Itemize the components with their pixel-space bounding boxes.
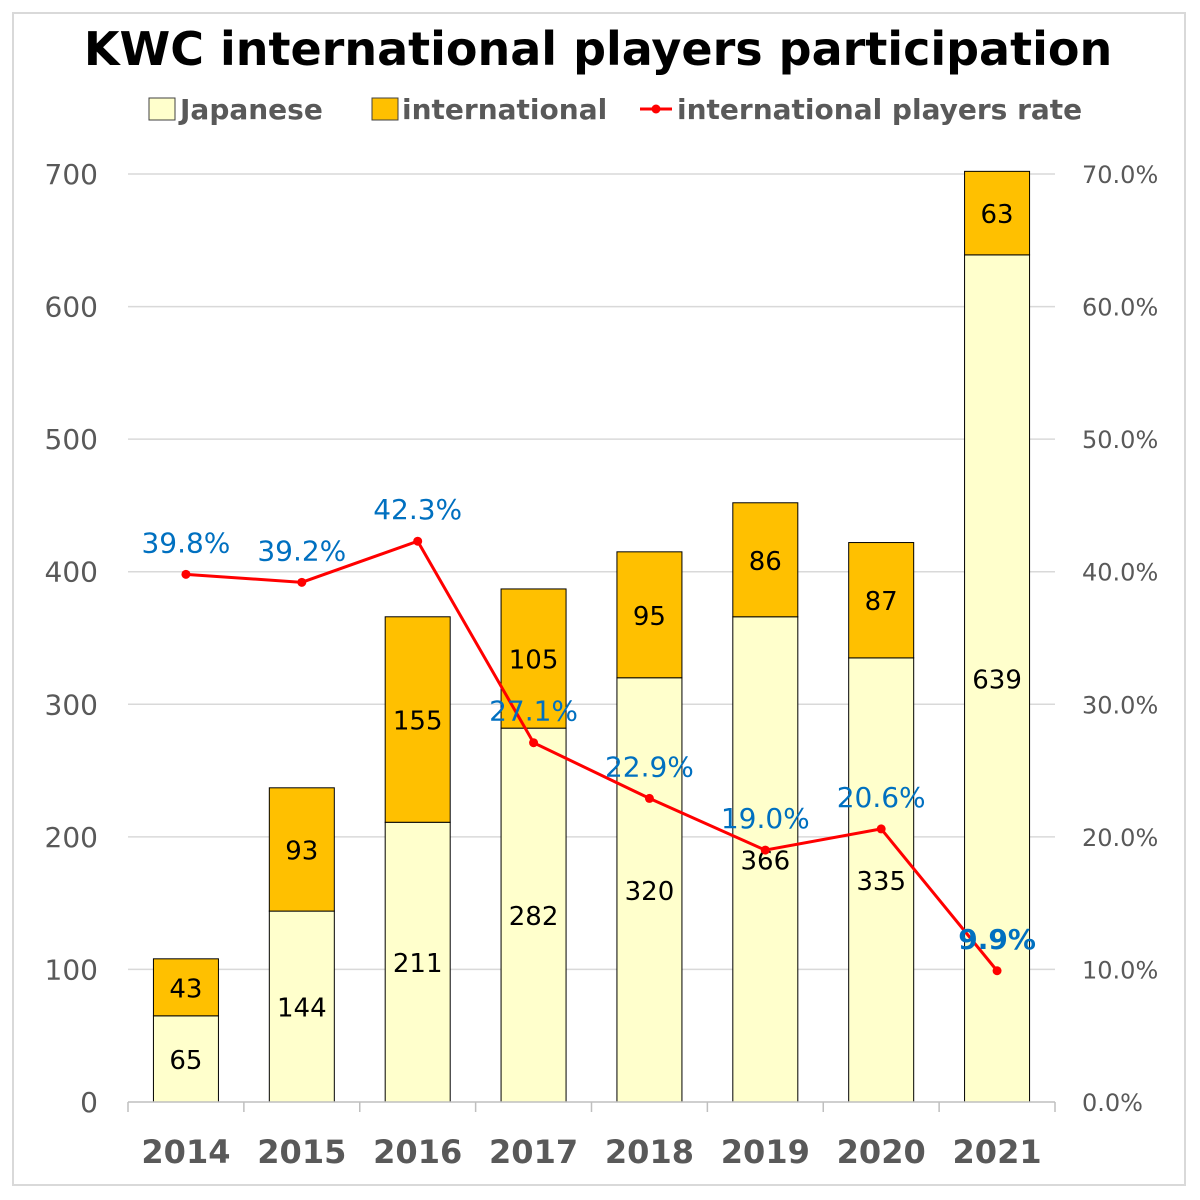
y-tick-label: 700: [45, 158, 98, 191]
bar-value-label: 65: [169, 1046, 202, 1076]
y-tick-label: 300: [45, 688, 98, 721]
y2-tick-label: 0.0%: [1082, 1089, 1143, 1117]
y2-tick-label: 30.0%: [1082, 691, 1158, 719]
x-tick-label: 2015: [257, 1133, 346, 1171]
x-tick-label: 2014: [141, 1133, 230, 1171]
rate-value-label: 42.3%: [373, 493, 462, 526]
x-tick-label: 2017: [489, 1133, 578, 1171]
y-axis-left: 0 100 200 300 400 500 600 700: [45, 158, 98, 1119]
rate-point-2021: [992, 966, 1002, 976]
chart-title: KWC international players participation: [84, 22, 1112, 76]
bar-value-label: 86: [749, 547, 782, 577]
rate-value-label: 20.6%: [837, 781, 926, 814]
bar-international-2020: [848, 542, 915, 659]
bar-value-label: 144: [277, 994, 327, 1024]
bar-international-2016: [384, 616, 451, 823]
bar-value-label: 105: [509, 646, 559, 676]
bar-international-2021: [964, 170, 1031, 256]
rate-point-2018: [644, 793, 654, 803]
bar-international-2019: [732, 502, 799, 618]
bar-japanese-2017: [500, 727, 567, 1103]
bar-value-label: 93: [285, 836, 318, 866]
rate-point-2019: [760, 845, 770, 855]
rate-point-2020: [876, 824, 886, 834]
legend-label-rate: international players rate: [677, 93, 1082, 126]
rate-labels: 39.8% 39.2% 42.3% 27.1% 22.9% 19.0% 20.6% 9.9%: [141, 493, 1035, 956]
x-tick-label: 2018: [605, 1133, 694, 1171]
x-tick-label: 2021: [953, 1133, 1042, 1171]
y-axis-right: 0.0% 10.0% 20.0% 30.0% 40.0% 50.0% 60.0% 70.0%: [1082, 161, 1158, 1117]
y2-tick-label: 50.0%: [1082, 426, 1158, 454]
y2-tick-label: 20.0%: [1082, 824, 1158, 852]
bar-japanese-2018: [616, 677, 683, 1103]
bars: 6543144932111552821053209536686335876396…: [152, 170, 1031, 1103]
x-tick-label: 2016: [373, 1133, 462, 1171]
rate-point-2015: [297, 577, 307, 587]
rate-value-label: 9.9%: [958, 923, 1036, 956]
y-tick-label: 100: [45, 953, 98, 986]
y2-tick-label: 60.0%: [1082, 294, 1158, 322]
bar-international-2014: [152, 958, 219, 1017]
bar-value-label: 335: [856, 867, 906, 897]
legend-marker-rate: [651, 104, 661, 114]
bar-value-label: 282: [509, 902, 559, 932]
bar-value-label: 95: [633, 602, 666, 632]
rate-value-label: 27.1%: [489, 695, 578, 728]
bar-international-2015: [268, 787, 335, 912]
rate-point-2016: [413, 536, 423, 546]
bar-japanese-2019: [732, 616, 799, 1103]
bar-japanese-2015: [268, 910, 335, 1103]
bar-international-2018: [616, 551, 683, 679]
y-tick-label: 0: [80, 1086, 98, 1119]
y2-tick-label: 40.0%: [1082, 559, 1158, 587]
legend-swatch-japanese: [148, 97, 176, 121]
y-tick-label: 200: [45, 821, 98, 854]
rate-value-label: 39.2%: [257, 534, 346, 567]
rate-value-label: 22.9%: [605, 750, 694, 783]
gridlines: [128, 173, 1055, 971]
bar-japanese-2016: [384, 821, 451, 1103]
rate-point-2014: [181, 569, 191, 579]
y2-tick-label: 70.0%: [1082, 161, 1158, 189]
bar-value-label: 155: [393, 707, 443, 737]
legend-label-international: international: [402, 93, 607, 126]
y2-tick-label: 10.0%: [1082, 956, 1158, 984]
rate-point-2017: [529, 738, 539, 748]
x-tick-label: 2020: [837, 1133, 926, 1171]
bar-value-label: 320: [625, 877, 675, 907]
bar-value-label: 211: [393, 949, 443, 979]
bar-japanese-2014: [152, 1015, 219, 1103]
bar-japanese-2021: [964, 254, 1031, 1103]
legend: Japanese international international pla…: [148, 93, 1082, 126]
rate-value-label: 39.8%: [141, 526, 230, 559]
legend-swatch-international: [371, 97, 399, 121]
legend-label-japanese: Japanese: [178, 93, 323, 126]
x-axis: 2014 2015 2016 2017 2018 2019 2020 2021: [127, 1101, 1056, 1171]
bar-value-label: 43: [169, 974, 202, 1004]
bar-value-label: 639: [972, 665, 1022, 695]
y-tick-label: 600: [45, 291, 98, 324]
bar-value-label: 63: [981, 200, 1014, 230]
y-tick-label: 500: [45, 423, 98, 456]
x-tick-label: 2019: [721, 1133, 810, 1171]
y-tick-label: 400: [45, 556, 98, 589]
rate-value-label: 19.0%: [721, 802, 810, 835]
rate-line: [181, 536, 1002, 976]
bar-value-label: 87: [865, 587, 898, 617]
rate-polyline: [185, 539, 999, 972]
